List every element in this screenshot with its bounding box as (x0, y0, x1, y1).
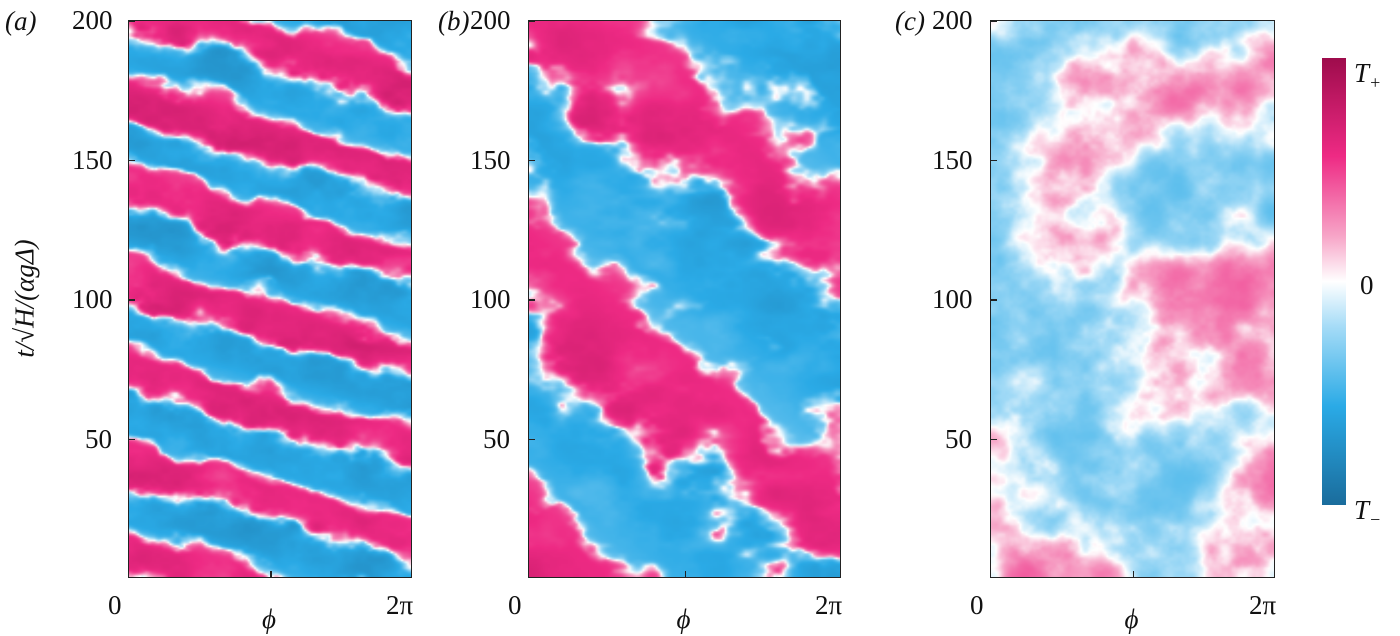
x-tick-label: 2π (815, 590, 843, 620)
colorbar-zero-label: 0 (1360, 270, 1374, 300)
y-tick-label: 50 (85, 423, 112, 454)
y-tick (990, 20, 997, 22)
y-tick (990, 299, 997, 301)
y-tick-label: 50 (945, 423, 972, 454)
x-tick (684, 571, 686, 578)
y-tick-label: 150 (470, 144, 511, 175)
y-tick-label: 200 (72, 5, 113, 35)
y-tick (528, 20, 535, 22)
x-tick-label: 0 (508, 590, 522, 620)
colorbar-max-label: T+ (1354, 58, 1382, 93)
x-tick (1132, 571, 1134, 578)
colorbar-max-subscript: + (1369, 72, 1382, 93)
y-tick-label: 100 (932, 284, 973, 314)
panel-label: (c) (895, 6, 925, 36)
y-tick-label: 150 (932, 144, 973, 175)
colorbar-max-letter: T (1354, 58, 1370, 88)
colorbar-min-letter: T (1354, 495, 1370, 525)
y-tick (528, 159, 535, 161)
x-tick-label: 2π (386, 590, 414, 620)
y-tick (128, 159, 135, 161)
x-axis-label: ϕ (262, 604, 276, 634)
x-axis-label: ϕ (676, 604, 691, 634)
heatmap-panel (990, 20, 1275, 578)
x-tick-label: 0 (108, 590, 122, 620)
x-axis-label: ϕ (1124, 604, 1139, 634)
x-tick-label: 0 (970, 590, 984, 620)
y-tick (128, 438, 135, 440)
y-tick (990, 438, 997, 440)
y-tick (990, 159, 997, 161)
y-tick-label: 200 (932, 5, 973, 35)
x-tick-label: 2π (1249, 590, 1277, 620)
heatmap-canvas (991, 21, 1274, 577)
heatmap-canvas (529, 21, 840, 577)
y-axis-label: t/√H/(αgΔ) (9, 239, 40, 358)
colorbar-min-label: T− (1354, 495, 1382, 530)
y-tick-label: 50 (483, 423, 510, 454)
heatmap-canvas (129, 21, 411, 577)
y-tick-label: 150 (72, 144, 113, 175)
y-tick (128, 20, 135, 22)
panel-label: (a) (5, 6, 37, 36)
y-tick-label: 200 (470, 5, 511, 35)
heatmap-panel (128, 20, 412, 578)
y-tick-label: 100 (470, 284, 511, 314)
colorbar-min-subscript: − (1369, 509, 1382, 530)
y-tick (128, 299, 135, 301)
colorbar (1322, 58, 1346, 505)
y-tick (528, 438, 535, 440)
heatmap-panel (528, 20, 841, 578)
y-tick (528, 299, 535, 301)
y-tick-label: 100 (72, 284, 113, 314)
panel-label: (b) (438, 6, 470, 36)
x-tick (270, 571, 272, 578)
